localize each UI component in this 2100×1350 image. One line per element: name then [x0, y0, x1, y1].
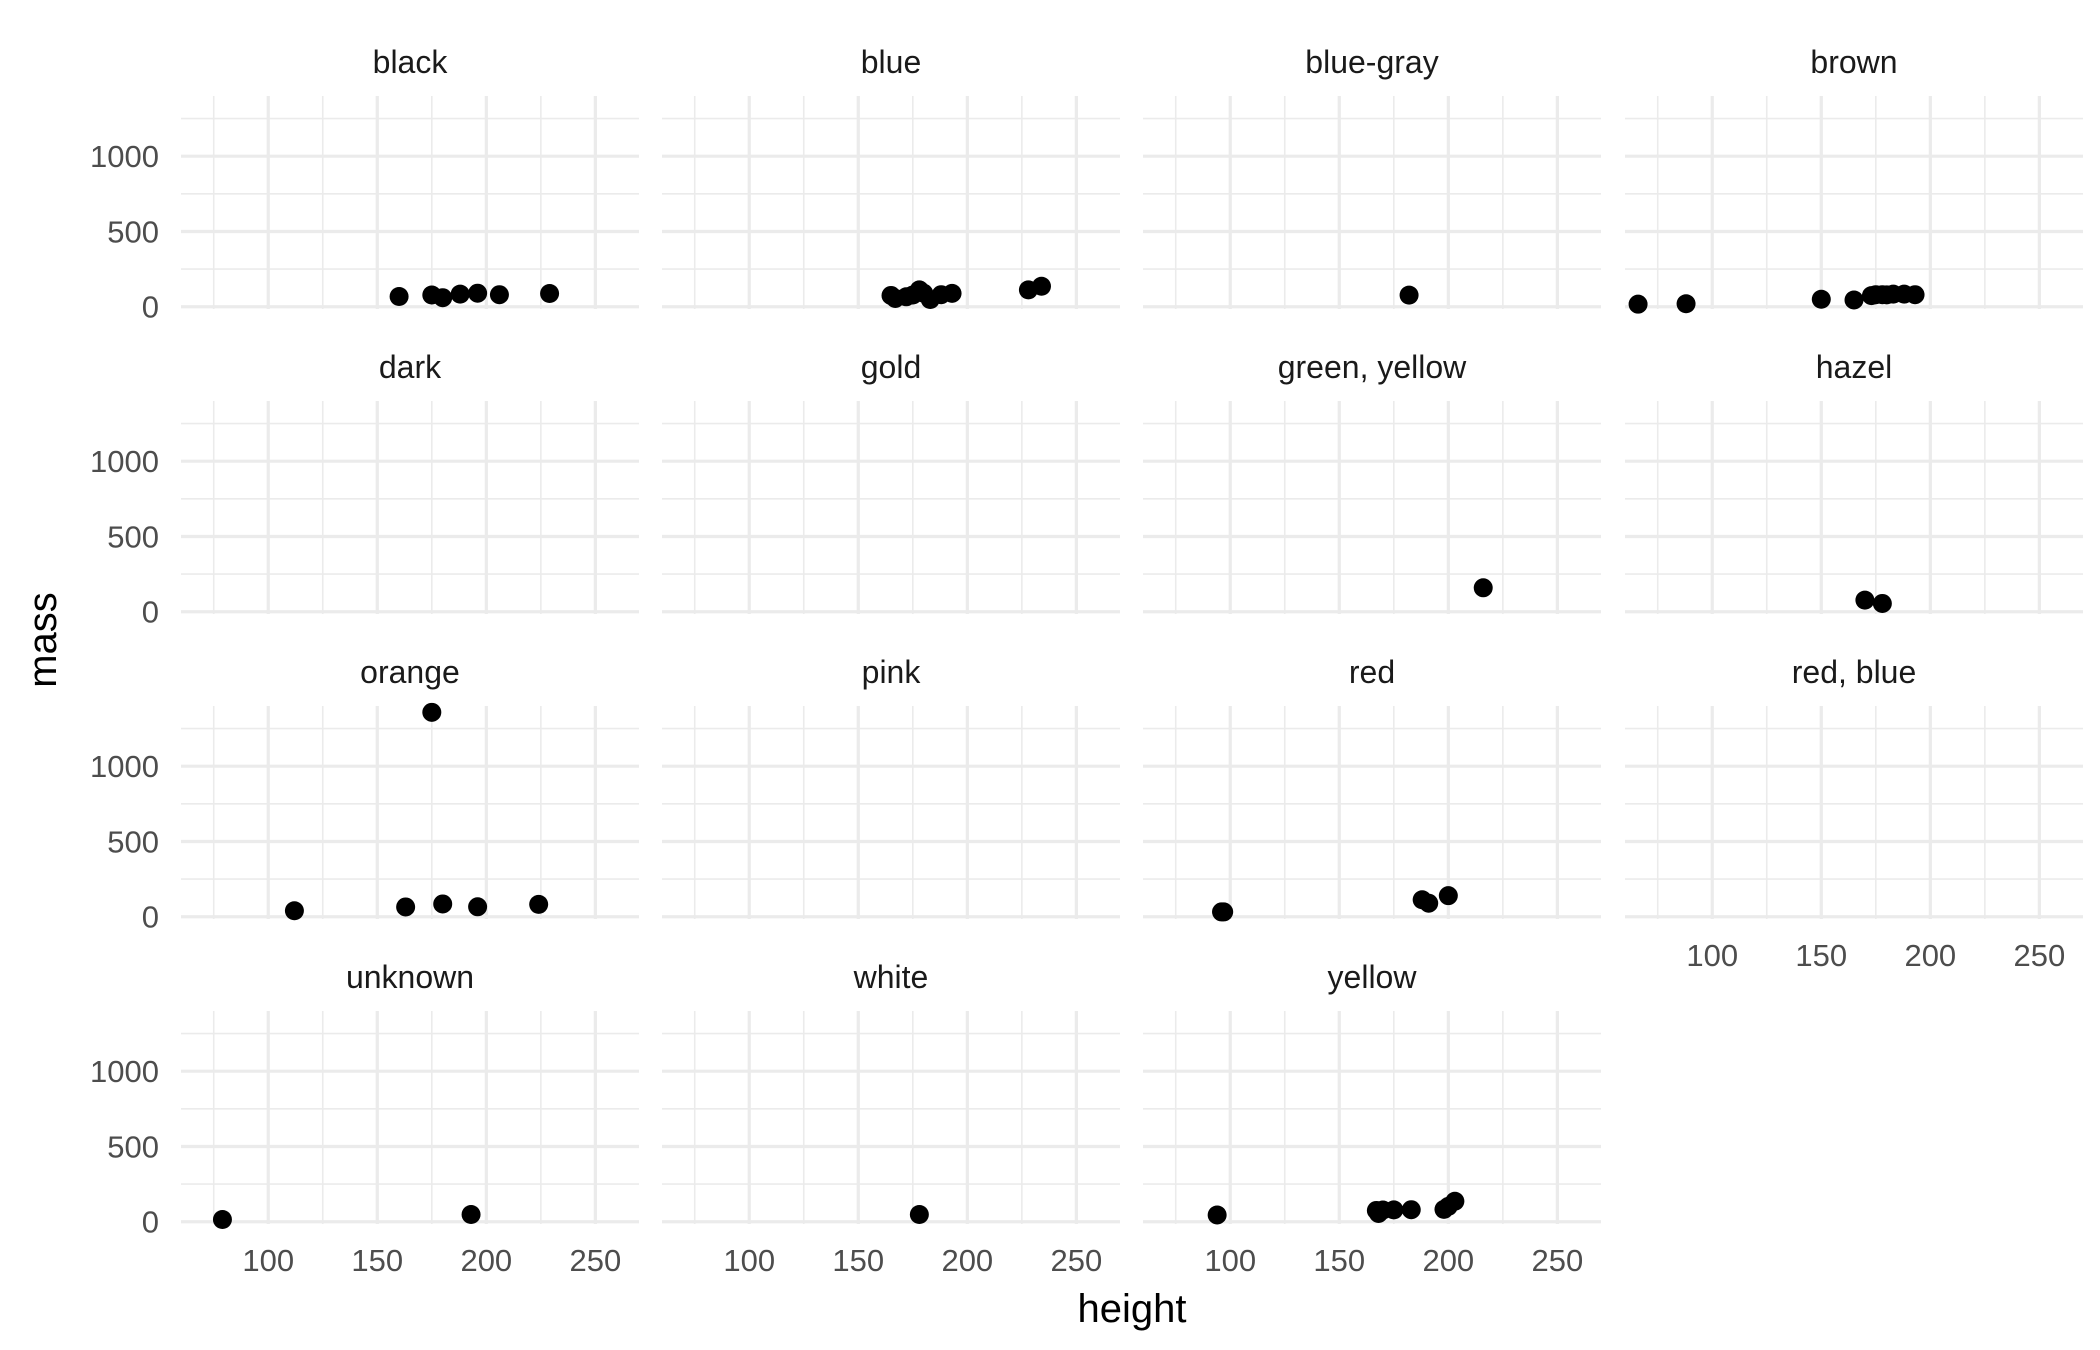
facet-panel: yellow 100 150 200 250 — [1143, 959, 1601, 1278]
x-tick-label: 100 — [1686, 938, 1738, 973]
x-tick-label: 200 — [1904, 938, 1956, 973]
facet-label: black — [373, 44, 449, 80]
data-point — [1473, 578, 1493, 598]
y-tick-label: 1000 — [90, 139, 159, 174]
data-point — [909, 1205, 929, 1225]
y-tick-label: 1000 — [90, 1054, 159, 1089]
data-point — [1419, 893, 1439, 913]
x-tick-label: 100 — [242, 1243, 294, 1278]
data-point — [1207, 1205, 1227, 1225]
x-tick-label: 100 — [723, 1243, 775, 1278]
data-point — [433, 894, 453, 914]
data-point — [389, 287, 409, 307]
x-tick-label: 150 — [832, 1243, 884, 1278]
x-tick-label: 250 — [2014, 938, 2066, 973]
data-point — [529, 894, 549, 914]
data-point — [212, 1209, 232, 1229]
facet-panel: orange 0 500 1000 — [90, 654, 639, 935]
facet-panel: blue-gray — [1143, 44, 1601, 309]
x-axis-title: height — [1078, 1287, 1187, 1331]
facet-label: hazel — [1816, 349, 1893, 385]
data-point — [540, 283, 560, 303]
facet-panel: black 0 500 1000 — [90, 44, 639, 325]
data-point — [1844, 290, 1864, 310]
data-point — [1399, 285, 1419, 305]
facet-panel: unknown 0 500 1000 100 150 200 250 — [90, 959, 639, 1278]
facet-panel: white 100 150 200 250 — [662, 959, 1120, 1278]
x-tick-label: 200 — [460, 1243, 512, 1278]
data-point — [489, 285, 509, 305]
data-point — [1855, 590, 1875, 610]
facet-panel: hazel — [1625, 349, 2083, 614]
data-point — [1905, 285, 1925, 305]
facet-label: red, blue — [1792, 654, 1917, 690]
data-point — [1214, 902, 1234, 922]
x-tick-label: 200 — [941, 1243, 993, 1278]
facet-label: orange — [360, 654, 460, 690]
facet-panel: blue — [662, 44, 1120, 310]
y-tick-label: 500 — [107, 824, 159, 859]
y-axis-title: mass — [21, 592, 65, 688]
facet-panel: gold — [662, 349, 1120, 614]
facet-panel: pink — [662, 654, 1120, 919]
data-point — [1438, 886, 1458, 906]
facet-label: dark — [379, 349, 442, 385]
data-point — [1628, 294, 1648, 314]
y-tick-label: 1000 — [90, 444, 159, 479]
y-tick-label: 0 — [142, 900, 159, 935]
y-tick-label: 0 — [142, 290, 159, 325]
facet-panel: green, yellow — [1143, 349, 1601, 614]
x-tick-label: 150 — [1795, 938, 1847, 973]
y-tick-label: 1000 — [90, 749, 159, 784]
data-point — [468, 897, 488, 917]
y-tick-label: 500 — [107, 519, 159, 554]
data-point — [1031, 276, 1051, 296]
data-point — [433, 288, 453, 308]
data-point — [1872, 593, 1892, 613]
facet-label: white — [853, 959, 929, 995]
data-point — [450, 284, 470, 304]
data-point — [942, 283, 962, 303]
facet-label: unknown — [346, 959, 474, 995]
x-tick-label: 250 — [570, 1243, 622, 1278]
facet-panel: red — [1143, 654, 1601, 922]
data-point — [468, 283, 488, 303]
facet-label: pink — [862, 654, 922, 690]
x-tick-label: 100 — [1204, 1243, 1256, 1278]
x-tick-label: 150 — [1313, 1243, 1365, 1278]
y-tick-label: 0 — [142, 595, 159, 630]
facet-panel: brown — [1625, 44, 2083, 314]
x-tick-label: 200 — [1422, 1243, 1474, 1278]
data-point — [396, 897, 416, 917]
y-tick-label: 500 — [107, 214, 159, 249]
y-tick-label: 0 — [142, 1205, 159, 1240]
facet-label: blue — [861, 44, 922, 80]
data-point — [1384, 1200, 1404, 1220]
facet-label: blue-gray — [1305, 44, 1438, 80]
data-point — [461, 1205, 481, 1225]
facet-label: green, yellow — [1278, 349, 1467, 385]
data-point — [422, 702, 442, 722]
data-point — [1445, 1191, 1465, 1211]
facet-label: yellow — [1328, 959, 1418, 995]
data-point — [1401, 1200, 1421, 1220]
facet-label: brown — [1810, 44, 1897, 80]
facet-panel: dark 0 500 1000 — [90, 349, 639, 630]
x-tick-label: 250 — [1532, 1243, 1584, 1278]
facet-label: red — [1349, 654, 1395, 690]
data-point — [1811, 289, 1831, 309]
data-point — [1676, 294, 1696, 314]
y-tick-label: 500 — [107, 1129, 159, 1164]
facet-panel: red, blue 100 150 200 250 — [1625, 654, 2083, 973]
x-tick-label: 250 — [1051, 1243, 1103, 1278]
facet-label: gold — [861, 349, 922, 385]
data-point — [284, 901, 304, 921]
x-tick-label: 150 — [351, 1243, 403, 1278]
